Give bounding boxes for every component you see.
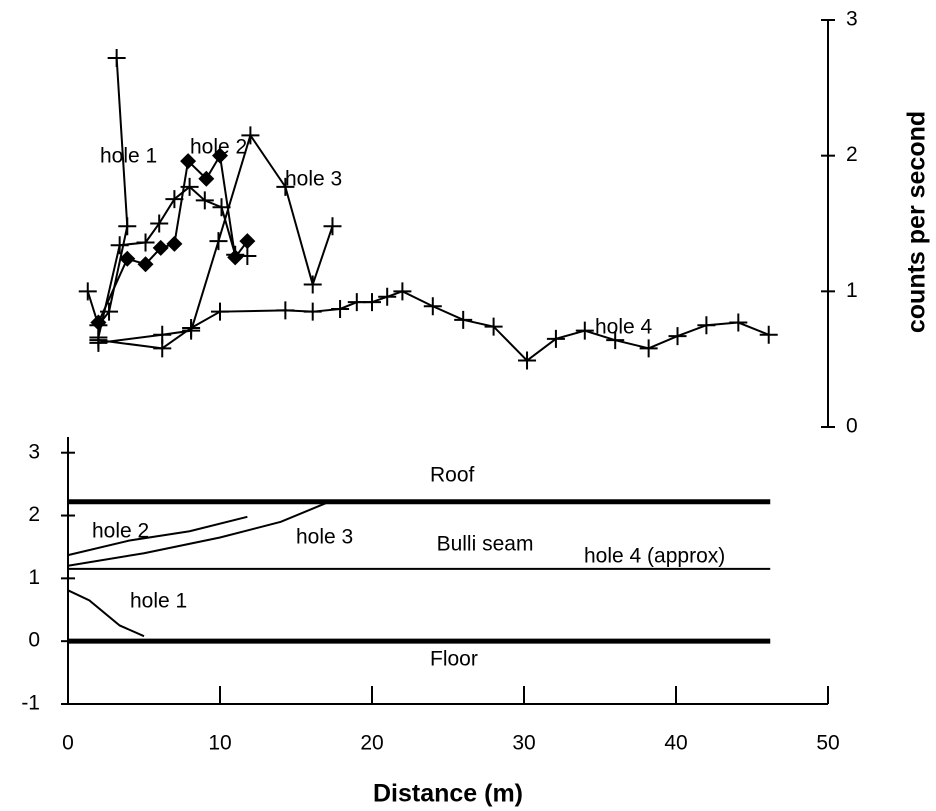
series-label: Floor [430,648,478,671]
marker [303,275,322,294]
marker [182,318,201,337]
marker [518,351,537,370]
marker [639,339,658,358]
marker [331,299,350,318]
marker [323,217,342,236]
y-tick-label: 1 [28,566,40,589]
marker [546,329,565,348]
marker [110,236,129,255]
marker [150,214,169,233]
marker [209,232,228,251]
marker [212,198,231,217]
x-tick-label: 30 [512,732,535,755]
series-label: Roof [430,464,475,487]
series-line [67,500,330,567]
marker [165,190,184,209]
marker [484,317,503,336]
y-tick-label: 1 [846,279,858,302]
marker [276,301,295,320]
series-label: hole 1 [100,145,157,168]
marker [118,217,137,236]
marker [759,325,778,344]
marker [238,247,257,266]
marker [575,321,594,340]
series-line [67,515,248,557]
marker [166,235,183,252]
series-line [86,57,129,328]
marker [119,250,136,267]
y-tick-label: 3 [28,440,40,463]
marker [393,282,412,301]
marker [152,239,169,256]
series-label: hole 3 [296,526,353,549]
marker [454,310,473,329]
marker [212,147,228,164]
y-tick-label: -1 [21,692,40,715]
marker [137,256,154,273]
series-label: hole 2 [92,520,149,543]
marker [241,126,260,145]
series-label: hole 4 (approx) [584,545,725,568]
series-line [67,589,145,638]
annotation: Bulli seam [437,533,534,556]
y-tick-label: 3 [846,8,858,31]
series-line [97,185,248,338]
marker [606,331,625,350]
marker [276,177,295,196]
series-label: hole 1 [130,590,187,613]
marker [180,153,197,170]
marker [226,245,245,264]
marker [239,233,256,250]
y-tick-label: 2 [846,143,858,166]
x-tick-label: 20 [360,732,383,755]
marker [136,233,155,252]
y-tick-label: 2 [28,503,40,526]
marker [729,313,748,332]
series-label: hole 4 [595,316,653,339]
x-tick-label: 10 [208,732,231,755]
marker [195,191,214,210]
marker [378,287,397,306]
marker [211,302,229,321]
marker [303,302,322,321]
marker [153,339,172,358]
y-tick-label: 0 [846,415,858,438]
marker [78,282,97,301]
marker [89,331,108,350]
marker [423,297,442,316]
series-label: hole 2 [190,136,247,159]
x-axis-title: Distance (m) [373,780,523,808]
marker [198,170,215,187]
marker [107,48,126,67]
x-tick-label: 40 [664,732,687,755]
marker [363,293,381,312]
y-axis-title: counts per second [903,111,931,333]
marker [697,316,716,335]
marker [668,327,687,346]
series-label: hole 3 [285,168,342,191]
x-tick-label: 0 [62,732,74,755]
x-tick-label: 50 [816,732,839,755]
marker [180,177,199,196]
y-tick-label: 0 [28,629,40,652]
marker [347,293,366,312]
